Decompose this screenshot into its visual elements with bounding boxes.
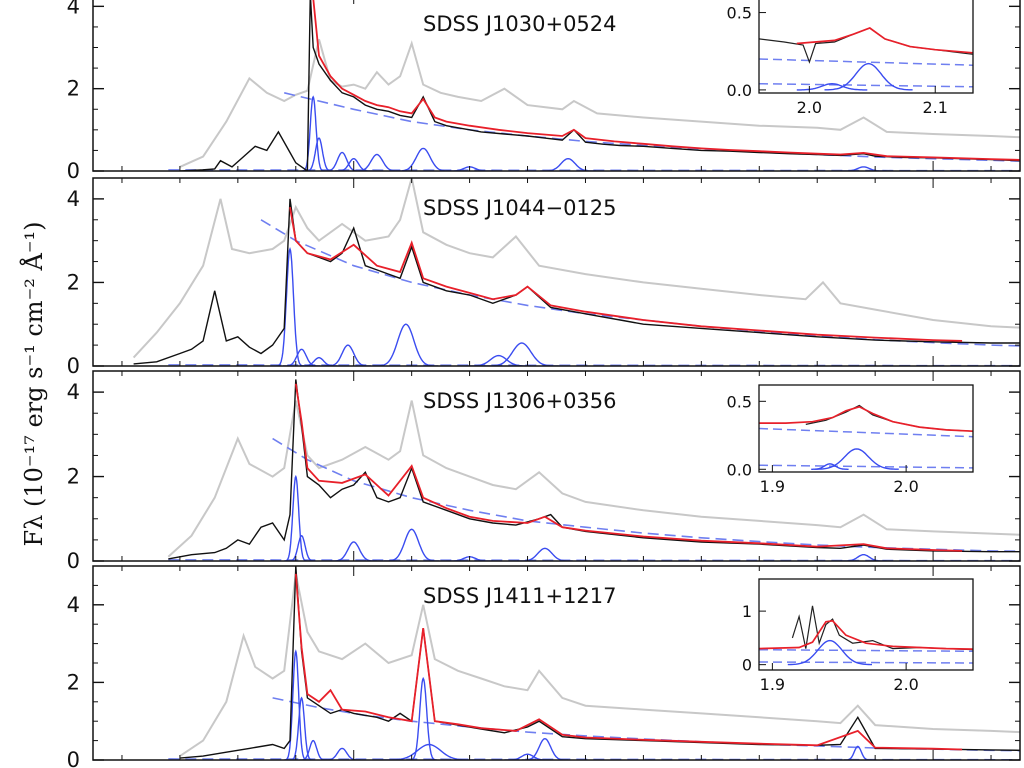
inset-emission-component	[796, 82, 868, 91]
inset-x-tick-label: 2.1	[923, 98, 948, 117]
y-tick-label: 4	[67, 380, 80, 404]
inset-plot-area	[759, 27, 973, 91]
y-tick-label: 4	[67, 187, 80, 211]
inset-model-fit	[759, 619, 973, 650]
inset-frame	[758, 384, 974, 473]
y-tick-label: 4	[67, 0, 80, 18]
y-tick-label: 4	[67, 593, 80, 617]
emission-line-component	[373, 323, 439, 366]
inset-frame	[758, 578, 974, 671]
model-fit-line	[294, 573, 963, 751]
y-tick-label: 0	[67, 549, 80, 573]
panel-title: SDSS J1411+1217	[423, 584, 617, 608]
spectrum-panel: 0 2 4 SDSS J1411+1217 1.9 2.0 0 1	[67, 565, 1021, 768]
y-tick-label: 2	[67, 77, 80, 101]
emission-line-component	[290, 696, 314, 760]
model-fit-line	[294, 383, 963, 552]
inset-y-tick-label: 0.0	[727, 81, 752, 100]
inset-x-tick-label: 2.0	[797, 98, 822, 117]
inset-frame	[758, 0, 974, 94]
inset-emission-component	[824, 62, 913, 91]
inset-background	[759, 579, 973, 670]
inset-y-tick-label: 1	[742, 602, 752, 621]
inset-continuum-dashed-line	[759, 58, 973, 66]
emission-line-component	[275, 246, 305, 366]
panel-title: SDSS J1030+0524	[423, 12, 617, 36]
inset-x-tick-label: 2.0	[893, 675, 918, 694]
y-tick-label: 0	[67, 354, 80, 378]
inset-y-tick-label: 0	[742, 656, 752, 675]
panel-title: SDSS J1306+0356	[423, 389, 617, 413]
emission-line-component	[383, 528, 440, 561]
inset-emission-component	[787, 639, 872, 666]
continuum-dashed-line	[272, 437, 1020, 553]
inset-zero-dashed-line	[759, 661, 973, 664]
spectrum-panel: 0 2 4 SDSS J1044−0125	[67, 177, 1021, 378]
panel-frame	[92, 370, 1021, 562]
emission-line-component	[409, 676, 438, 760]
spectrum-panel: 0 2 4 SDSS J1306+0356 1.9 2.0 0.0 0.5	[67, 370, 1021, 573]
inset-model-fit	[796, 27, 973, 54]
y-tick-label: 2	[67, 670, 80, 694]
spectrum-panel: 0 2 4 SDSS J1030+0524 2.0 2.1 0.0 0.5	[67, 0, 1021, 183]
inset-y-tick-label: 0.0	[727, 460, 752, 479]
inset-y-tick-label: 0.5	[727, 392, 752, 411]
y-axis-label: Fλ (10⁻¹⁷ erg s⁻¹ cm⁻² Å⁻¹)	[19, 222, 48, 547]
composite-spectrum-line	[167, 400, 1020, 558]
panel-background	[93, 178, 1020, 366]
inset-emission-component	[814, 448, 899, 470]
plot-area	[132, 178, 1020, 366]
inset-plot-area	[759, 605, 973, 666]
panel-title: SDSS J1044−0125	[423, 196, 617, 220]
composite-spectrum-line	[179, 573, 1020, 757]
panel-frame	[92, 0, 1021, 172]
composite-spectrum-line	[132, 178, 1020, 359]
inset-continuum-dashed-line	[759, 648, 973, 653]
inset-zero-dashed-line	[759, 82, 973, 88]
inset-plot: 1.9 2.0 0.0 0.5	[727, 384, 974, 496]
y-tick-label: 2	[67, 465, 80, 489]
inset-background	[759, 0, 973, 93]
observed-spectrum-line	[179, 0, 1020, 171]
y-tick-label: 2	[67, 270, 80, 294]
inset-y-tick-label: 0.5	[727, 4, 752, 23]
model-fit-line	[289, 207, 963, 342]
continuum-dashed-line	[272, 697, 1020, 752]
y-tick-label: 0	[67, 159, 80, 183]
model-fit-line	[312, 0, 1020, 161]
inset-x-tick-label: 1.9	[760, 477, 785, 496]
inset-plot: 2.0 2.1 0.0 0.5	[727, 0, 974, 117]
inset-x-tick-label: 2.0	[893, 477, 918, 496]
inset-continuum-dashed-line	[759, 427, 973, 438]
observed-spectrum-line	[133, 198, 1020, 365]
inset-model-fit	[759, 405, 973, 433]
inset-plot-area	[759, 404, 973, 470]
emission-line-component	[284, 474, 308, 561]
inset-x-tick-label: 1.9	[760, 675, 785, 694]
panels-group: 0 2 4 SDSS J1030+0524 2.0 2.1 0.0 0.5 0 2 4 SDSS J1…	[67, 0, 1021, 768]
panel-frame	[92, 177, 1021, 367]
emission-line-component	[284, 649, 308, 760]
inset-zero-dashed-line	[759, 464, 973, 469]
y-tick-label: 0	[67, 748, 80, 768]
inset-plot: 1.9 2.0 0 1	[742, 578, 974, 694]
